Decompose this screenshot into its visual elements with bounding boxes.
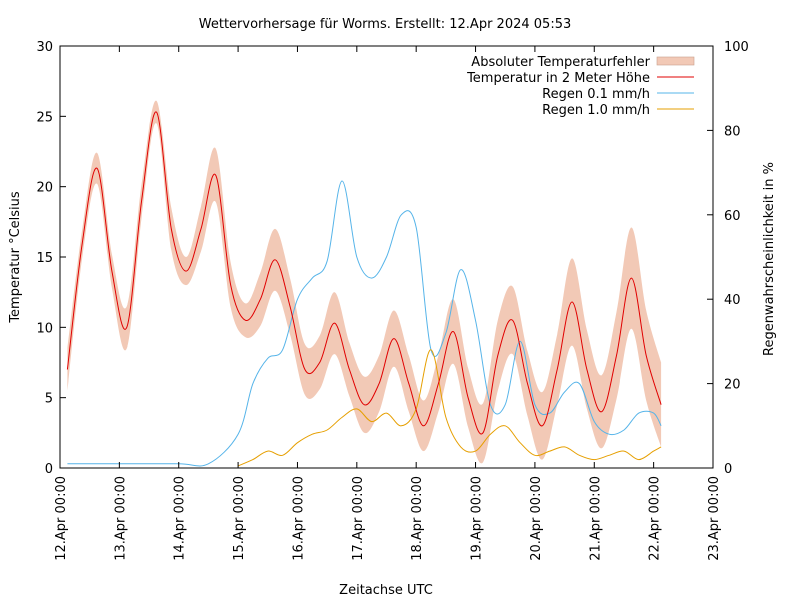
temperature-error-band-layer — [67, 100, 662, 464]
y2-tick-label: 40 — [724, 293, 741, 308]
x-tick-label: 21.Apr 00:00 — [588, 476, 603, 561]
x-tick-label: 22.Apr 00:00 — [648, 476, 663, 561]
x-axis-label: Zeitachse UTC — [339, 583, 433, 598]
x-tick-label: 17.Apr 00:00 — [351, 476, 366, 561]
legend-label: Regen 0.1 mm/h — [542, 87, 650, 102]
y-axis-label: Temperatur °Celsius — [8, 191, 23, 324]
rain-0-1-line — [67, 180, 662, 467]
x-tick-label: 16.Apr 00:00 — [291, 476, 306, 561]
x-tick-label: 12.Apr 00:00 — [54, 476, 69, 561]
y-tick-label: 15 — [36, 251, 53, 266]
series-line-layer — [66, 111, 662, 467]
legend-label: Absoluter Temperaturfehler — [471, 55, 650, 70]
y-tick-label: 10 — [36, 321, 53, 336]
y2-tick-label: 100 — [724, 40, 749, 55]
x-tick-label: 14.Apr 00:00 — [173, 476, 188, 561]
y-tick-label: 5 — [45, 392, 53, 407]
y2-tick-label: 0 — [724, 462, 732, 477]
legend-swatch — [656, 56, 695, 66]
temperature-line — [66, 111, 662, 435]
chart-title: Wettervorhersage für Worms. Erstellt: 12… — [199, 17, 572, 32]
y2-axis-label: Regenwahrscheinlichkeit in % — [762, 162, 777, 356]
legend-label: Temperatur in 2 Meter Höhe — [466, 71, 650, 86]
y2-tick-label: 60 — [724, 209, 741, 224]
y-axis-ticks: 0 5 10 15 20 25 30 — [36, 40, 66, 477]
temperature-error-band — [67, 100, 662, 464]
x-tick-label: 13.Apr 00:00 — [113, 476, 128, 561]
x-tick-label: 23.Apr 00:00 — [707, 476, 722, 561]
y-tick-label: 20 — [36, 181, 53, 196]
y2-axis-ticks: 0 20 40 60 80 100 — [707, 40, 749, 477]
y2-tick-label: 80 — [724, 124, 741, 139]
x-tick-label: 15.Apr 00:00 — [232, 476, 247, 561]
x-axis-ticks: 12.Apr 00:00 13.Apr 00:00 14.Apr 00:00 15.A… — [54, 46, 722, 561]
legend-label: Regen 1.0 mm/h — [542, 103, 650, 118]
y2-tick-label: 20 — [724, 378, 741, 393]
x-tick-label: 18.Apr 00:00 — [410, 476, 425, 561]
y-tick-label: 0 — [45, 462, 53, 477]
rain-1-0-line — [237, 349, 662, 467]
y-tick-label: 25 — [36, 110, 53, 125]
y-tick-label: 30 — [36, 40, 53, 55]
x-tick-label: 20.Apr 00:00 — [529, 476, 544, 561]
x-tick-label: 19.Apr 00:00 — [470, 476, 485, 561]
